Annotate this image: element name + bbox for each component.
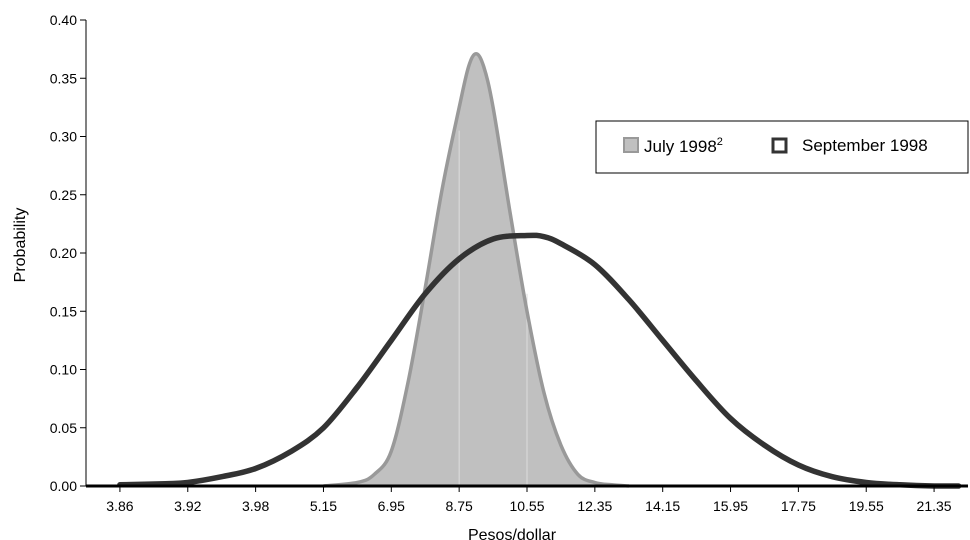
y-axis-title: Probability — [12, 208, 29, 283]
x-axis-title: Pesos/dollar — [468, 527, 557, 540]
y-tick-label: 0.10 — [50, 362, 77, 378]
legend-label-july-1998-superscript: 2 — [717, 136, 723, 148]
x-tick-label: 3.92 — [174, 498, 201, 514]
x-tick-label: 3.86 — [106, 498, 133, 514]
y-tick-label: 0.15 — [50, 303, 77, 319]
x-tick-label: 6.95 — [378, 498, 405, 514]
x-tick-label: 10.55 — [509, 498, 544, 514]
x-tick-label: 21.35 — [917, 498, 952, 514]
series-area-july-1998 — [323, 53, 629, 487]
legend-label-july-1998-text: July 1998 — [644, 137, 717, 156]
y-tick-label: 0.20 — [50, 245, 77, 261]
series-layer — [117, 52, 962, 489]
y-tick-label: 0.00 — [50, 478, 77, 494]
x-tick-label: 17.75 — [781, 498, 816, 514]
legend-swatch-september-1998 — [771, 137, 788, 154]
legend: July 19982 September 1998 — [595, 120, 969, 174]
x-tick-label: 3.98 — [242, 498, 269, 514]
x-tick-label: 5.15 — [310, 498, 337, 514]
x-tick-label: 15.95 — [713, 498, 748, 514]
y-tick-label: 0.40 — [50, 12, 77, 28]
series-line-september-1998 — [117, 232, 962, 489]
x-tick-label: 8.75 — [446, 498, 473, 514]
y-tick-label: 0.25 — [50, 187, 77, 203]
legend-label-july-1998: July 19982 — [644, 136, 723, 156]
legend-swatch-july-1998 — [623, 137, 639, 153]
axes-layer: 0.00 0.05 0.10 0.15 0.20 0.25 0.30 0.35 0.40 3.86… — [50, 12, 968, 514]
x-tick-label: 19.55 — [849, 498, 884, 514]
y-tick-label: 0.05 — [50, 420, 77, 436]
y-tick-label: 0.35 — [50, 70, 77, 86]
x-tick-label: 12.35 — [577, 498, 612, 514]
x-tick-label: 14.15 — [645, 498, 680, 514]
series-outline-july-1998 — [323, 52, 629, 488]
y-tick-label: 0.30 — [50, 129, 77, 145]
legend-label-september-1998: September 1998 — [802, 136, 928, 155]
